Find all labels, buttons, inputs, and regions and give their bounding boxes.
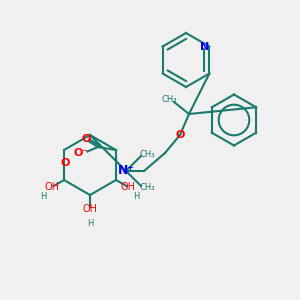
Text: O: O (175, 130, 185, 140)
Text: N⁺: N⁺ (118, 164, 134, 178)
Text: OH: OH (120, 182, 135, 192)
Text: O: O (81, 134, 91, 145)
Text: N: N (200, 41, 209, 52)
Text: O: O (61, 158, 70, 169)
Text: CH₃: CH₃ (162, 94, 177, 103)
Text: OH: OH (45, 182, 60, 192)
Text: OH: OH (82, 203, 98, 214)
Text: H: H (87, 219, 93, 228)
Text: CH₃: CH₃ (139, 183, 155, 192)
Text: O⁻: O⁻ (74, 148, 89, 158)
Text: H: H (134, 192, 140, 201)
Text: H: H (40, 192, 46, 201)
Text: CH₃: CH₃ (139, 150, 155, 159)
